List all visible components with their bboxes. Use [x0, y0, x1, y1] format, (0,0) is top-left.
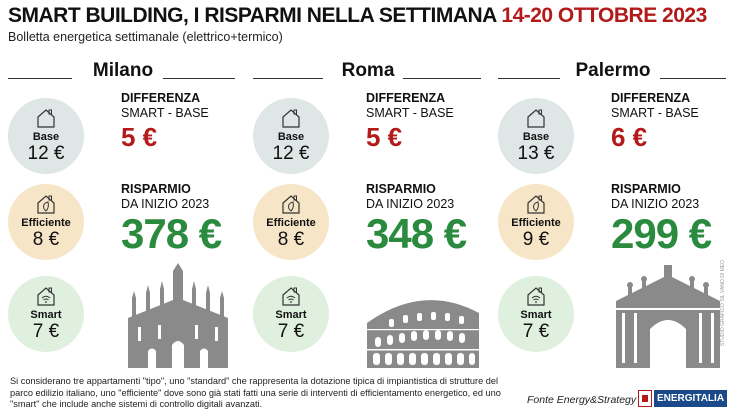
header-rule-right: [163, 78, 235, 79]
base-apartment-circle: Base 13 €: [498, 98, 574, 174]
porta-nuova-icon: [616, 265, 720, 368]
difference-title: DIFFERENZA: [121, 91, 201, 105]
city-name: Roma: [341, 60, 395, 81]
difference-title: DIFFERENZA: [611, 91, 691, 105]
saving-value: 348 €: [366, 210, 467, 257]
base-apartment-circle: Base 12 €: [8, 98, 84, 174]
smart-value: 7 €: [277, 321, 305, 342]
duomo-icon: [128, 263, 228, 368]
house-wifi-icon: [527, 287, 545, 306]
source-label: Fonte Energy&Strategy: [527, 394, 637, 406]
city-name: Palermo: [575, 60, 651, 81]
saving-title: RISPARMIO: [121, 182, 191, 196]
footer-note: Si considerano tre appartamenti "tipo", …: [10, 376, 501, 409]
efficiente-label: Efficiente: [511, 217, 561, 229]
colosseum-icon: [367, 300, 479, 368]
difference-subtitle: SMART - BASE: [121, 106, 209, 120]
saving-value: 378 €: [121, 210, 222, 257]
saving-value: 299 €: [611, 210, 712, 257]
logo-text: ENERGITALIA: [654, 390, 728, 407]
title-main: SMART BUILDING, I RISPARMI NELLA SETTIMA…: [8, 4, 497, 27]
graphic-credit: STUDIO GRAFICO SIL VANO DI MEO: [720, 260, 726, 347]
saving-title: RISPARMIO: [366, 182, 436, 196]
smart-apartment-circle: Smart 7 €: [253, 276, 329, 352]
house-icon: [282, 109, 300, 128]
city-panel-roma: Roma Base 12 € Efficiente 8 € Smart 7 € …: [253, 58, 483, 368]
house-leaf-icon: [527, 195, 545, 214]
difference-subtitle: SMART - BASE: [611, 106, 699, 120]
efficiente-value: 8 €: [277, 229, 305, 250]
saving-title: RISPARMIO: [611, 182, 681, 196]
house-wifi-icon: [282, 287, 300, 306]
efficiente-value: 8 €: [32, 229, 60, 250]
smart-apartment-circle: Smart 7 €: [498, 276, 574, 352]
house-wifi-icon: [37, 287, 55, 306]
saving-subtitle: DA INIZIO 2023: [611, 197, 700, 211]
base-value: 12 €: [272, 143, 310, 164]
efficiente-label: Efficiente: [21, 217, 71, 229]
house-icon: [37, 109, 55, 128]
difference-title: DIFFERENZA: [366, 91, 446, 105]
city-panel-milano: Milano Base 12 € Efficiente 8 € Smart 7 …: [8, 58, 238, 368]
house-leaf-icon: [37, 195, 55, 214]
difference-value: 5 €: [121, 122, 158, 152]
smart-value: 7 €: [32, 321, 60, 342]
smart-label: Smart: [520, 309, 552, 321]
smart-label: Smart: [30, 309, 62, 321]
house-icon: [527, 109, 545, 128]
city-header: Milano: [8, 60, 238, 84]
header-rule-right: [660, 78, 726, 79]
page-subtitle: Bolletta energetica settimanale (elettri…: [8, 30, 283, 44]
logo-mark-icon: [638, 390, 652, 407]
base-label: Base: [32, 131, 60, 143]
smart-value: 7 €: [522, 321, 550, 342]
difference-subtitle: SMART - BASE: [366, 106, 454, 120]
base-value: 13 €: [517, 143, 555, 164]
smart-label: Smart: [275, 309, 307, 321]
header-rule-left: [498, 78, 560, 79]
house-leaf-icon: [282, 195, 300, 214]
header-rule-left: [253, 78, 323, 79]
header-rule-left: [8, 78, 72, 79]
city-header: Palermo: [498, 60, 728, 84]
difference-value: 5 €: [366, 122, 403, 152]
energitalia-logo: ENERGITALIA: [638, 390, 730, 407]
base-value: 12 €: [27, 143, 65, 164]
smart-apartment-circle: Smart 7 €: [8, 276, 84, 352]
city-panel-palermo: Palermo Base 13 € Efficiente 9 € Smart 7…: [498, 58, 728, 368]
city-header: Roma: [253, 60, 483, 84]
base-label: Base: [522, 131, 550, 143]
page-title: SMART BUILDING, I RISPARMI NELLA SETTIMA…: [8, 4, 707, 28]
city-name: Milano: [92, 60, 154, 81]
efficiente-apartment-circle: Efficiente 8 €: [253, 184, 329, 260]
header-rule-right: [403, 78, 481, 79]
title-dates: 14-20 OTTOBRE 2023: [501, 4, 707, 27]
saving-subtitle: DA INIZIO 2023: [366, 197, 455, 211]
base-apartment-circle: Base 12 €: [253, 98, 329, 174]
saving-subtitle: DA INIZIO 2023: [121, 197, 210, 211]
efficiente-label: Efficiente: [266, 217, 316, 229]
efficiente-apartment-circle: Efficiente 8 €: [8, 184, 84, 260]
efficiente-apartment-circle: Efficiente 9 €: [498, 184, 574, 260]
difference-value: 6 €: [611, 122, 648, 152]
base-label: Base: [277, 131, 305, 143]
efficiente-value: 9 €: [522, 229, 550, 250]
